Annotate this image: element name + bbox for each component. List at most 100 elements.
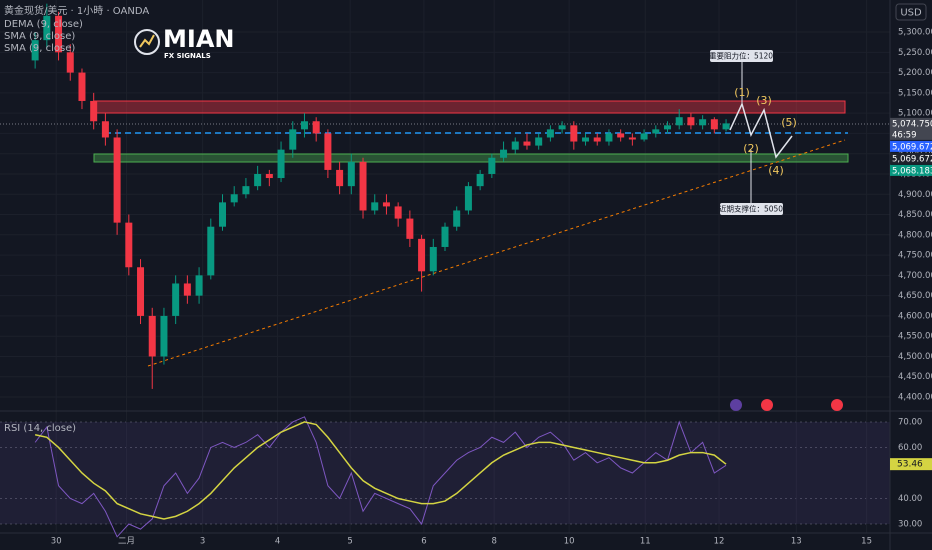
candle-body — [125, 222, 133, 268]
candle-body — [230, 194, 238, 203]
logo-icon — [139, 34, 155, 48]
candle-body — [710, 119, 718, 130]
candle-body — [382, 202, 390, 207]
y-tick-label: 4,550.000 — [898, 332, 932, 342]
candle-body — [254, 173, 262, 187]
candle-body — [640, 133, 648, 140]
wave-label: (3) — [756, 94, 772, 107]
currency-box — [895, 3, 927, 21]
candle-body — [593, 137, 601, 142]
candle-body — [31, 40, 39, 61]
candle-body — [101, 121, 109, 138]
candle-body — [371, 202, 379, 211]
candle-body — [300, 121, 308, 130]
price-tag — [890, 152, 932, 164]
rsi-line — [34, 416, 727, 538]
y-tick-label: 4,600.000 — [898, 311, 932, 321]
candle-body — [277, 149, 285, 179]
candle-body — [511, 141, 519, 150]
x-tick-label: 4 — [275, 537, 280, 547]
candle-body — [722, 123, 730, 130]
y-tick-label: 4,750.000 — [898, 251, 932, 261]
candle-body — [359, 161, 367, 211]
candle-body — [453, 210, 461, 227]
x-tick-label: 6 — [421, 537, 426, 547]
logo-subtext: FX SIGNALS — [164, 52, 211, 60]
price-tag-countdown: 46:59 — [892, 130, 917, 140]
indicator-label: SMA (9, close) — [4, 43, 75, 54]
logo-text: MIAN — [163, 25, 234, 53]
price-tag-label: 5,069.672 — [892, 142, 932, 152]
support-box — [720, 203, 783, 215]
logo-icon — [134, 29, 160, 55]
rsi-line — [34, 421, 727, 520]
price-tag-label: 5,069.672 — [892, 154, 932, 164]
y-tick-label: 4,400.000 — [898, 393, 932, 403]
candle-body — [347, 161, 355, 187]
candle-body — [172, 283, 180, 316]
candle-body — [336, 169, 344, 187]
candle-body — [535, 137, 543, 146]
event-icon[interactable] — [730, 399, 742, 411]
last-value-tag — [890, 458, 932, 471]
resistance-zone — [93, 100, 846, 114]
last-value-label: 53.46 — [897, 460, 923, 470]
candle-body — [418, 238, 426, 272]
candle-body — [570, 125, 578, 142]
event-icon[interactable] — [831, 399, 843, 411]
x-tick-label: 11 — [640, 537, 651, 547]
candle-body — [137, 267, 145, 316]
resistance-label: 重要阻力位：5120 — [709, 51, 773, 61]
rsi-title: RSI (14, close) — [4, 423, 76, 434]
currency-label: USD — [900, 8, 922, 19]
y-tick-label: 5,150.000 — [898, 88, 932, 98]
candle-body — [90, 100, 98, 122]
candle-body — [546, 129, 554, 138]
candle-body — [55, 15, 63, 53]
y-tick-label: 4,700.000 — [898, 271, 932, 281]
y-tick-label: 5,300.000 — [898, 28, 932, 38]
y-tick-label: 70.00 — [898, 417, 922, 427]
indicator-label: DEMA (9, close) — [4, 19, 83, 30]
candle-body — [488, 157, 496, 174]
candle-body — [207, 226, 215, 276]
candle-body — [429, 246, 437, 272]
x-tick-label: 12 — [714, 537, 725, 547]
candle-body — [219, 202, 226, 227]
candle-body — [394, 206, 402, 219]
y-tick-label: 40.00 — [898, 494, 922, 504]
trend-line — [147, 139, 846, 367]
y-tick-label: 30.00 — [898, 520, 922, 530]
event-icon[interactable] — [761, 399, 773, 411]
price-tag-label: 5,068.183 — [892, 166, 932, 176]
candle-body — [289, 129, 297, 150]
y-tick-label: 4,850.000 — [898, 210, 932, 220]
candle-body — [699, 119, 707, 126]
price-tag — [890, 164, 932, 176]
candle-body — [265, 173, 273, 179]
y-tick-label: 5,100.000 — [898, 109, 932, 119]
y-tick-label: 4,900.000 — [898, 190, 932, 200]
x-tick-label: 二月 — [118, 537, 135, 547]
candle-body — [523, 141, 531, 146]
price-tag — [890, 140, 932, 152]
candle-body — [582, 137, 590, 142]
price-tag-label: 5,074.750 — [892, 119, 932, 129]
y-tick-label: 4,500.000 — [898, 352, 932, 362]
candle-body — [675, 117, 683, 126]
symbol-title: 黄金现货/美元 · 1小時 · OANDA — [4, 4, 149, 17]
y-tick-label: 5,200.000 — [898, 68, 932, 78]
candle-body — [148, 315, 156, 357]
candle-body — [78, 72, 86, 101]
candle-body — [464, 186, 472, 211]
candle-body — [160, 315, 168, 357]
candle-body — [113, 137, 121, 223]
candle-body — [324, 133, 332, 170]
candle-body — [476, 173, 484, 187]
candle-body — [500, 149, 508, 158]
support-label: 近期支撑位：5050 — [719, 204, 783, 214]
x-tick-label: 30 — [51, 537, 62, 547]
candle-body — [664, 125, 671, 130]
candle-body — [605, 133, 613, 142]
y-tick-label: 5,250.000 — [898, 48, 932, 58]
